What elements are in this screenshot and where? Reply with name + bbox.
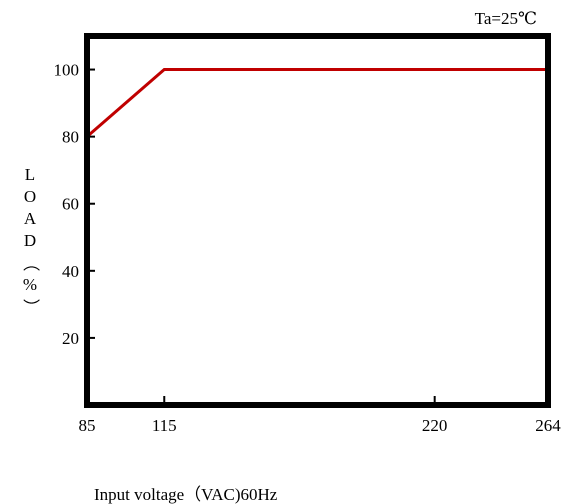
y-tick-label: 100: [54, 61, 80, 80]
y-axis-label-char: A: [24, 209, 37, 228]
series-layer: [86, 68, 548, 138]
y-tick-label: 20: [62, 329, 79, 348]
x-tick-label: 115: [152, 416, 177, 435]
x-axis-label: Input voltage（VAC)60Hz: [94, 485, 278, 504]
y-tick-label: 40: [62, 262, 79, 281]
y-axis-label-char: D: [24, 231, 36, 250]
y-axis-label-char: O: [24, 187, 36, 206]
y-axis-label-char: L: [25, 165, 35, 184]
y-axis-label-char: （: [21, 255, 40, 272]
load-series-line: [86, 68, 548, 138]
y-axis-label-char: %: [23, 275, 37, 294]
temperature-annotation: Ta=25℃: [475, 9, 537, 28]
y-tick-label: 80: [62, 128, 79, 147]
x-tick-label: 85: [79, 416, 96, 435]
y-axis-label-char: ）: [21, 299, 40, 316]
plot-frame: [84, 33, 551, 408]
y-tick-label: 60: [62, 195, 79, 214]
x-tick-label: 264: [535, 416, 561, 435]
x-tick-label: 220: [422, 416, 448, 435]
y-axis-ticks: 20 40 60 80 100: [54, 61, 95, 348]
x-axis-ticks: 85 115 220 264: [79, 396, 561, 435]
